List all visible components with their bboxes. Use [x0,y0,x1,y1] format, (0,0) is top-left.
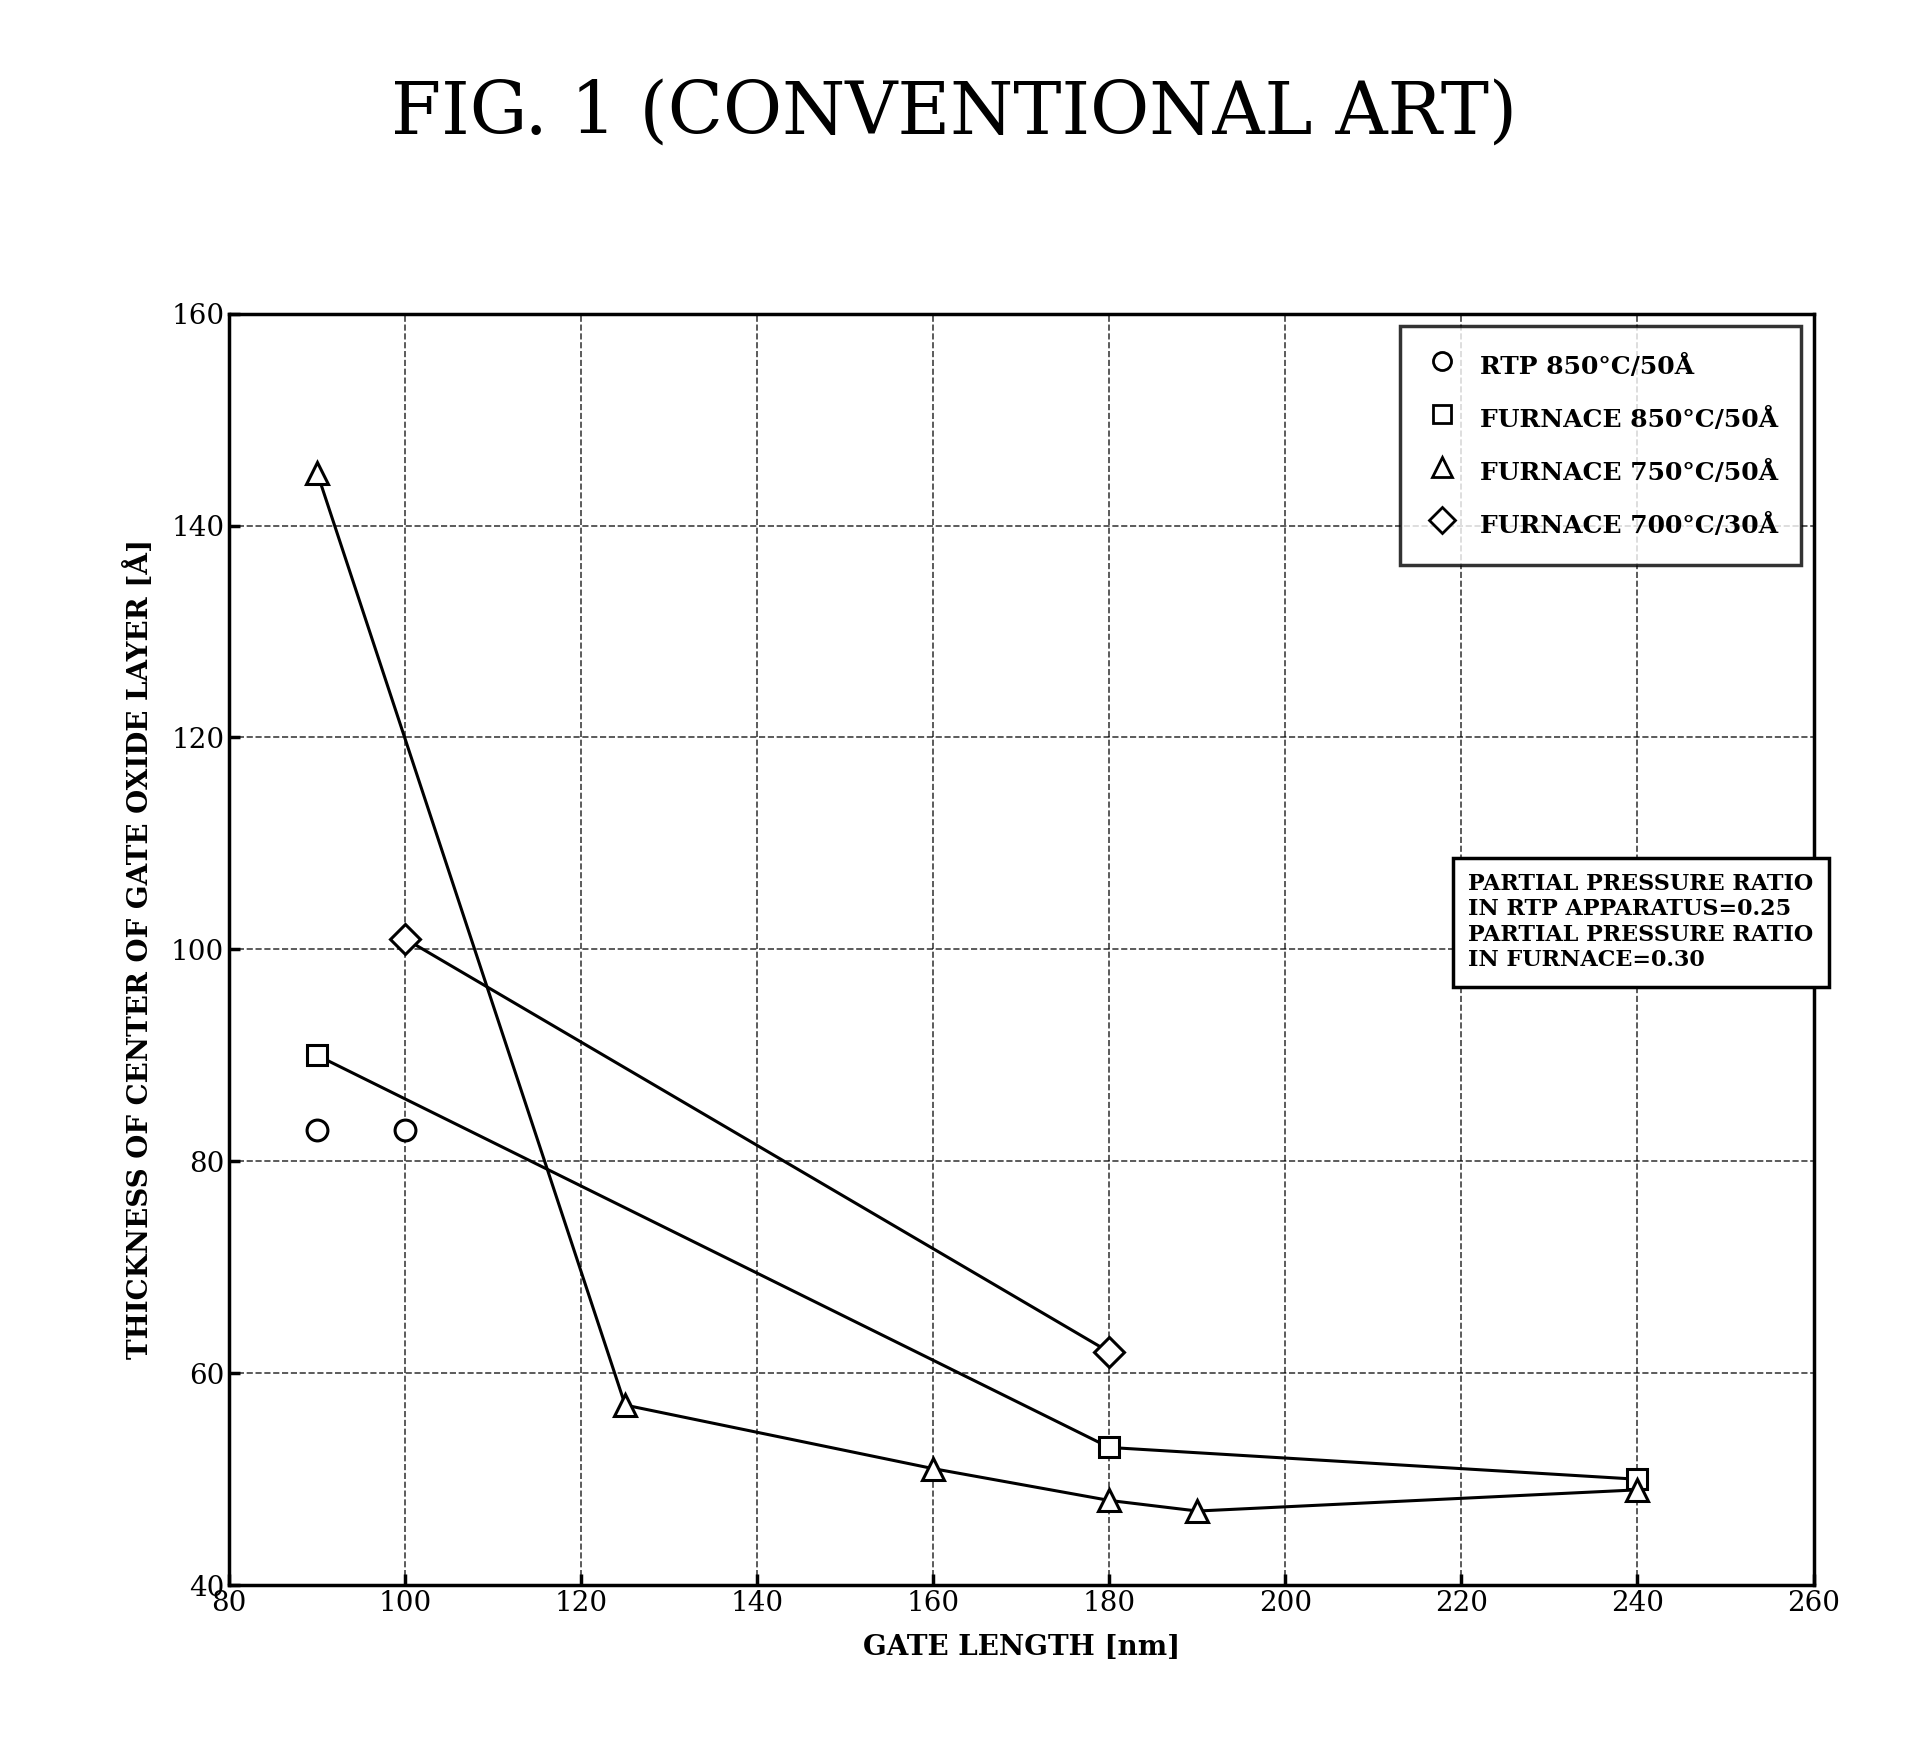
Legend: RTP 850°C/50Å, FURNACE 850°C/50Å, FURNACE 750°C/50Å, FURNACE 700°C/30Å: RTP 850°C/50Å, FURNACE 850°C/50Å, FURNAC… [1401,326,1800,564]
Text: PARTIAL PRESSURE RATIO
IN RTP APPARATUS=0.25
PARTIAL PRESSURE RATIO
IN FURNACE=0: PARTIAL PRESSURE RATIO IN RTP APPARATUS=… [1468,873,1814,972]
X-axis label: GATE LENGTH [nm]: GATE LENGTH [nm] [863,1634,1180,1660]
Text: FIG. 1 (CONVENTIONAL ART): FIG. 1 (CONVENTIONAL ART) [391,78,1518,148]
Y-axis label: THICKNESS OF CENTER OF GATE OXIDE LAYER [Å]: THICKNESS OF CENTER OF GATE OXIDE LAYER … [124,540,155,1359]
